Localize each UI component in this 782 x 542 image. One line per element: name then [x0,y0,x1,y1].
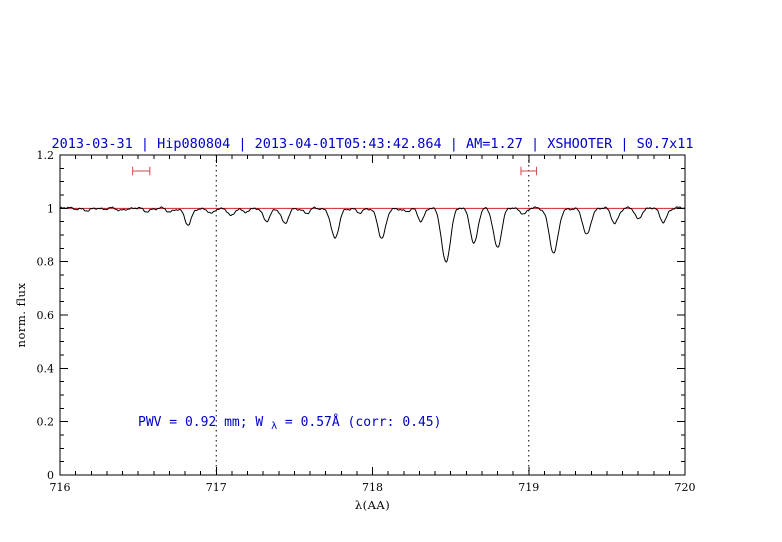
spectrum-line [59,206,686,263]
y-tick-label: 0.8 [37,256,55,269]
band-marker [520,166,538,176]
reference-vlines [215,155,530,475]
x-tick-labels: 716 717 718 719 720 [50,481,696,494]
y-tick-label: 0.2 [37,416,55,429]
pwv-annotation-pre: PWV = 0.92 mm; W [138,415,263,430]
x-axis-title: λ(AA) [355,498,390,512]
telluric-markers [132,166,538,176]
x-tick-label: 716 [50,481,71,494]
plot-title: 2013-03-31 | Hip080804 | 2013-04-01T05:4… [51,136,693,152]
y-tick-labels: 0 0.2 0.4 0.6 0.8 1 1.2 [37,149,55,482]
x-ticks [59,155,686,475]
y-tick-label: 0.6 [37,309,55,322]
y-ticks [60,154,685,476]
x-tick-label: 717 [206,481,227,494]
pwv-annotation-sub: λ [271,421,277,432]
y-tick-label: 1 [47,202,54,215]
x-tick-label: 719 [518,481,539,494]
y-tick-label: 1.2 [37,149,55,162]
pwv-annotation-post: = 0.57Å (corr: 0.45) [285,414,442,430]
band-marker [132,166,151,176]
x-tick-label: 718 [362,481,383,494]
x-tick-label: 720 [675,481,696,494]
spectrum-line-group [59,206,686,263]
y-tick-label: 0 [47,469,54,482]
y-axis-title: norm. flux [14,283,28,348]
y-tick-label: 0.4 [37,362,55,375]
pwv-annotation: PWV = 0.92 mm; W λ = 0.57Å (corr: 0.45) [138,414,441,433]
